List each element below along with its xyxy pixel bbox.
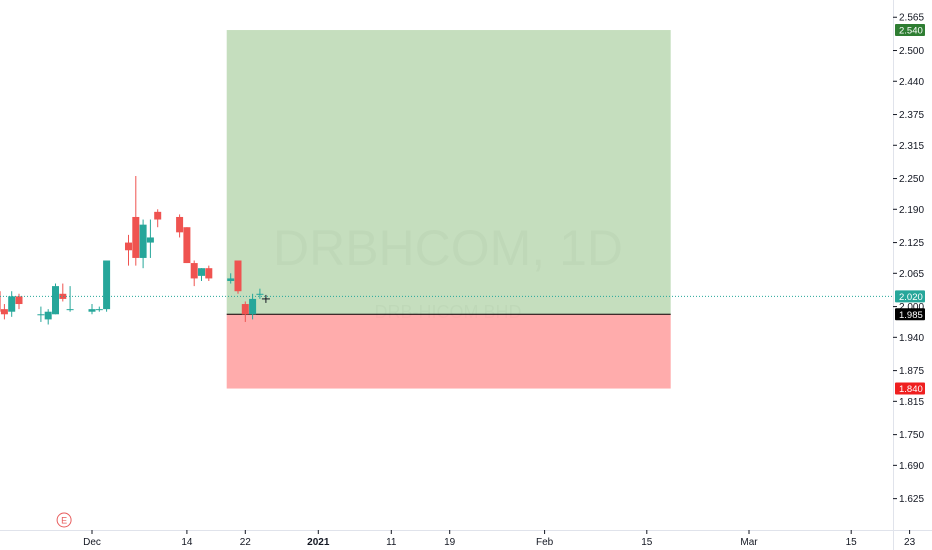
candle [44, 309, 52, 325]
candle [52, 283, 59, 315]
candle-body [146, 237, 154, 243]
x-tick-label: 22 [240, 537, 252, 548]
candle [234, 260, 242, 294]
candle-body [241, 304, 249, 315]
y-tick-label: 1.625 [899, 494, 924, 505]
loss-zone[interactable] [226, 314, 671, 389]
candle [205, 265, 213, 281]
y-tick-label: 2.375 [899, 110, 924, 121]
x-tick-label: Mar [740, 537, 758, 548]
candle [8, 291, 16, 317]
candle-body [8, 296, 16, 312]
y-tick-label: 1.940 [899, 333, 924, 344]
y-tick-label: 2.000 [899, 302, 924, 313]
y-tick-label: 2.190 [899, 205, 924, 216]
candle-body [256, 293, 264, 295]
candle [198, 268, 205, 281]
y-tick-label: 1.815 [899, 397, 924, 408]
candle-body [59, 293, 67, 299]
y-tick-label: 2.500 [899, 46, 924, 57]
candle-body [198, 268, 205, 276]
candle-body [176, 216, 184, 233]
candle-body [0, 309, 8, 315]
y-tick-label: 1.690 [899, 461, 924, 472]
candle-body [249, 298, 257, 315]
candle-body [183, 227, 191, 264]
price-tag [895, 382, 925, 395]
candle-body [125, 242, 132, 251]
x-tick-label: 2021 [307, 537, 330, 548]
candle [146, 219, 154, 258]
candle-body [103, 260, 111, 310]
y-tick-label: 2.565 [899, 13, 924, 24]
candle-body [0, 291, 1, 312]
x-tick-label: 14 [181, 537, 193, 548]
candle [88, 304, 96, 315]
candles [0, 176, 264, 325]
candle-body [205, 268, 213, 279]
price-tag-label: 2.540 [899, 26, 923, 37]
candle [103, 260, 111, 312]
profit-zone[interactable] [226, 30, 671, 315]
candle-body [190, 263, 198, 279]
x-tick-label: 11 [386, 537, 397, 548]
earnings-marker-label: E [61, 516, 67, 526]
x-tick-label: 15 [846, 537, 858, 548]
time-axis[interactable]: Dec 14 22 2021 11 19 Feb 15 Mar 15 23 [0, 530, 932, 548]
candle [59, 283, 67, 302]
candle [190, 260, 198, 287]
candle-body [37, 314, 45, 316]
x-tick-label: Dec [83, 537, 101, 548]
x-tick-label: 23 [904, 537, 916, 548]
candle-body [44, 311, 52, 320]
candle [227, 273, 235, 284]
x-tick-label: 15 [641, 537, 653, 548]
candle [256, 288, 264, 299]
price-tag [895, 24, 925, 37]
price-tag-label: 2.020 [899, 292, 923, 303]
candle-body [95, 309, 103, 311]
candle-body [132, 216, 140, 258]
candle [183, 227, 191, 264]
candle [176, 214, 184, 238]
candle-body [15, 296, 23, 305]
candle-body [154, 211, 162, 220]
earnings-marker-icon[interactable] [56, 512, 72, 528]
candle-body [88, 309, 96, 312]
candle [132, 176, 140, 266]
candle-body [139, 224, 147, 258]
candle-body [52, 286, 59, 315]
price-axis[interactable]: 2.565 2.500 2.440 2.375 2.315 2.250 2.190 2.125… [893, 0, 925, 550]
candle [66, 286, 74, 312]
candle-body [66, 309, 74, 311]
y-tick-label: 2.125 [899, 238, 924, 249]
candle [0, 304, 8, 320]
y-tick-label: 1.875 [899, 366, 924, 377]
candle [125, 234, 132, 266]
x-tick-label: Feb [536, 537, 554, 548]
candle [37, 306, 45, 322]
candle [95, 306, 103, 312]
long-position-tool[interactable] [226, 30, 671, 389]
price-tag [895, 290, 925, 303]
candle [154, 209, 162, 228]
y-tick-label: 2.065 [899, 269, 924, 280]
y-tick-label: 2.315 [899, 141, 924, 152]
x-tick-label: 19 [444, 537, 456, 548]
y-tick-label: 1.750 [899, 430, 924, 441]
candle-body [227, 278, 235, 281]
candle [0, 291, 1, 312]
overlays: E [0, 294, 893, 528]
candle [139, 219, 147, 269]
y-tick-label: 2.440 [899, 77, 924, 88]
candle-body [234, 260, 242, 292]
candle [241, 301, 249, 322]
price-tag-label: 1.985 [899, 310, 923, 321]
price-tag [895, 308, 925, 321]
y-tick-label: 2.250 [899, 174, 924, 185]
candle [249, 293, 257, 320]
price-tag-label: 1.840 [899, 384, 923, 395]
